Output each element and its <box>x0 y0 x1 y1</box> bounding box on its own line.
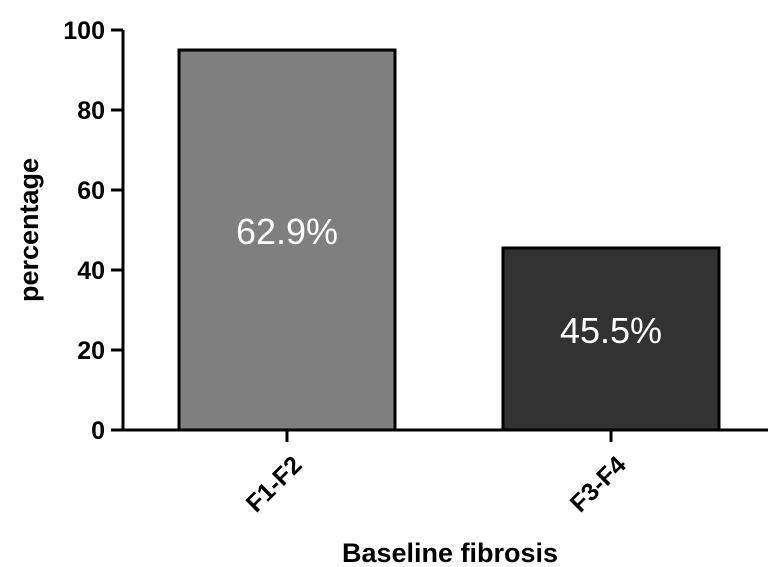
x-axis-ticks: F1-F2 F3-F4 <box>241 430 632 518</box>
y-tick-label: 80 <box>77 97 105 125</box>
y-tick-label: 40 <box>77 257 105 285</box>
y-axis-title: percentage <box>14 158 44 302</box>
x-axis-title: Baseline fibrosis <box>342 538 558 567</box>
y-axis-ticks: 0 20 40 60 80 100 <box>63 17 123 445</box>
y-tick-label: 0 <box>91 417 105 445</box>
bar-data-label: 62.9% <box>236 211 338 252</box>
bar <box>501 246 721 432</box>
y-tick-label: 60 <box>77 177 105 205</box>
x-tick-label: F3-F4 <box>565 451 632 518</box>
bars-group: 62.9% 45.5% <box>177 48 721 432</box>
x-tick-label: F1-F2 <box>241 451 308 518</box>
y-tick-label: 20 <box>77 337 105 365</box>
y-tick-label: 100 <box>63 17 105 45</box>
bar-data-label: 45.5% <box>560 310 662 351</box>
